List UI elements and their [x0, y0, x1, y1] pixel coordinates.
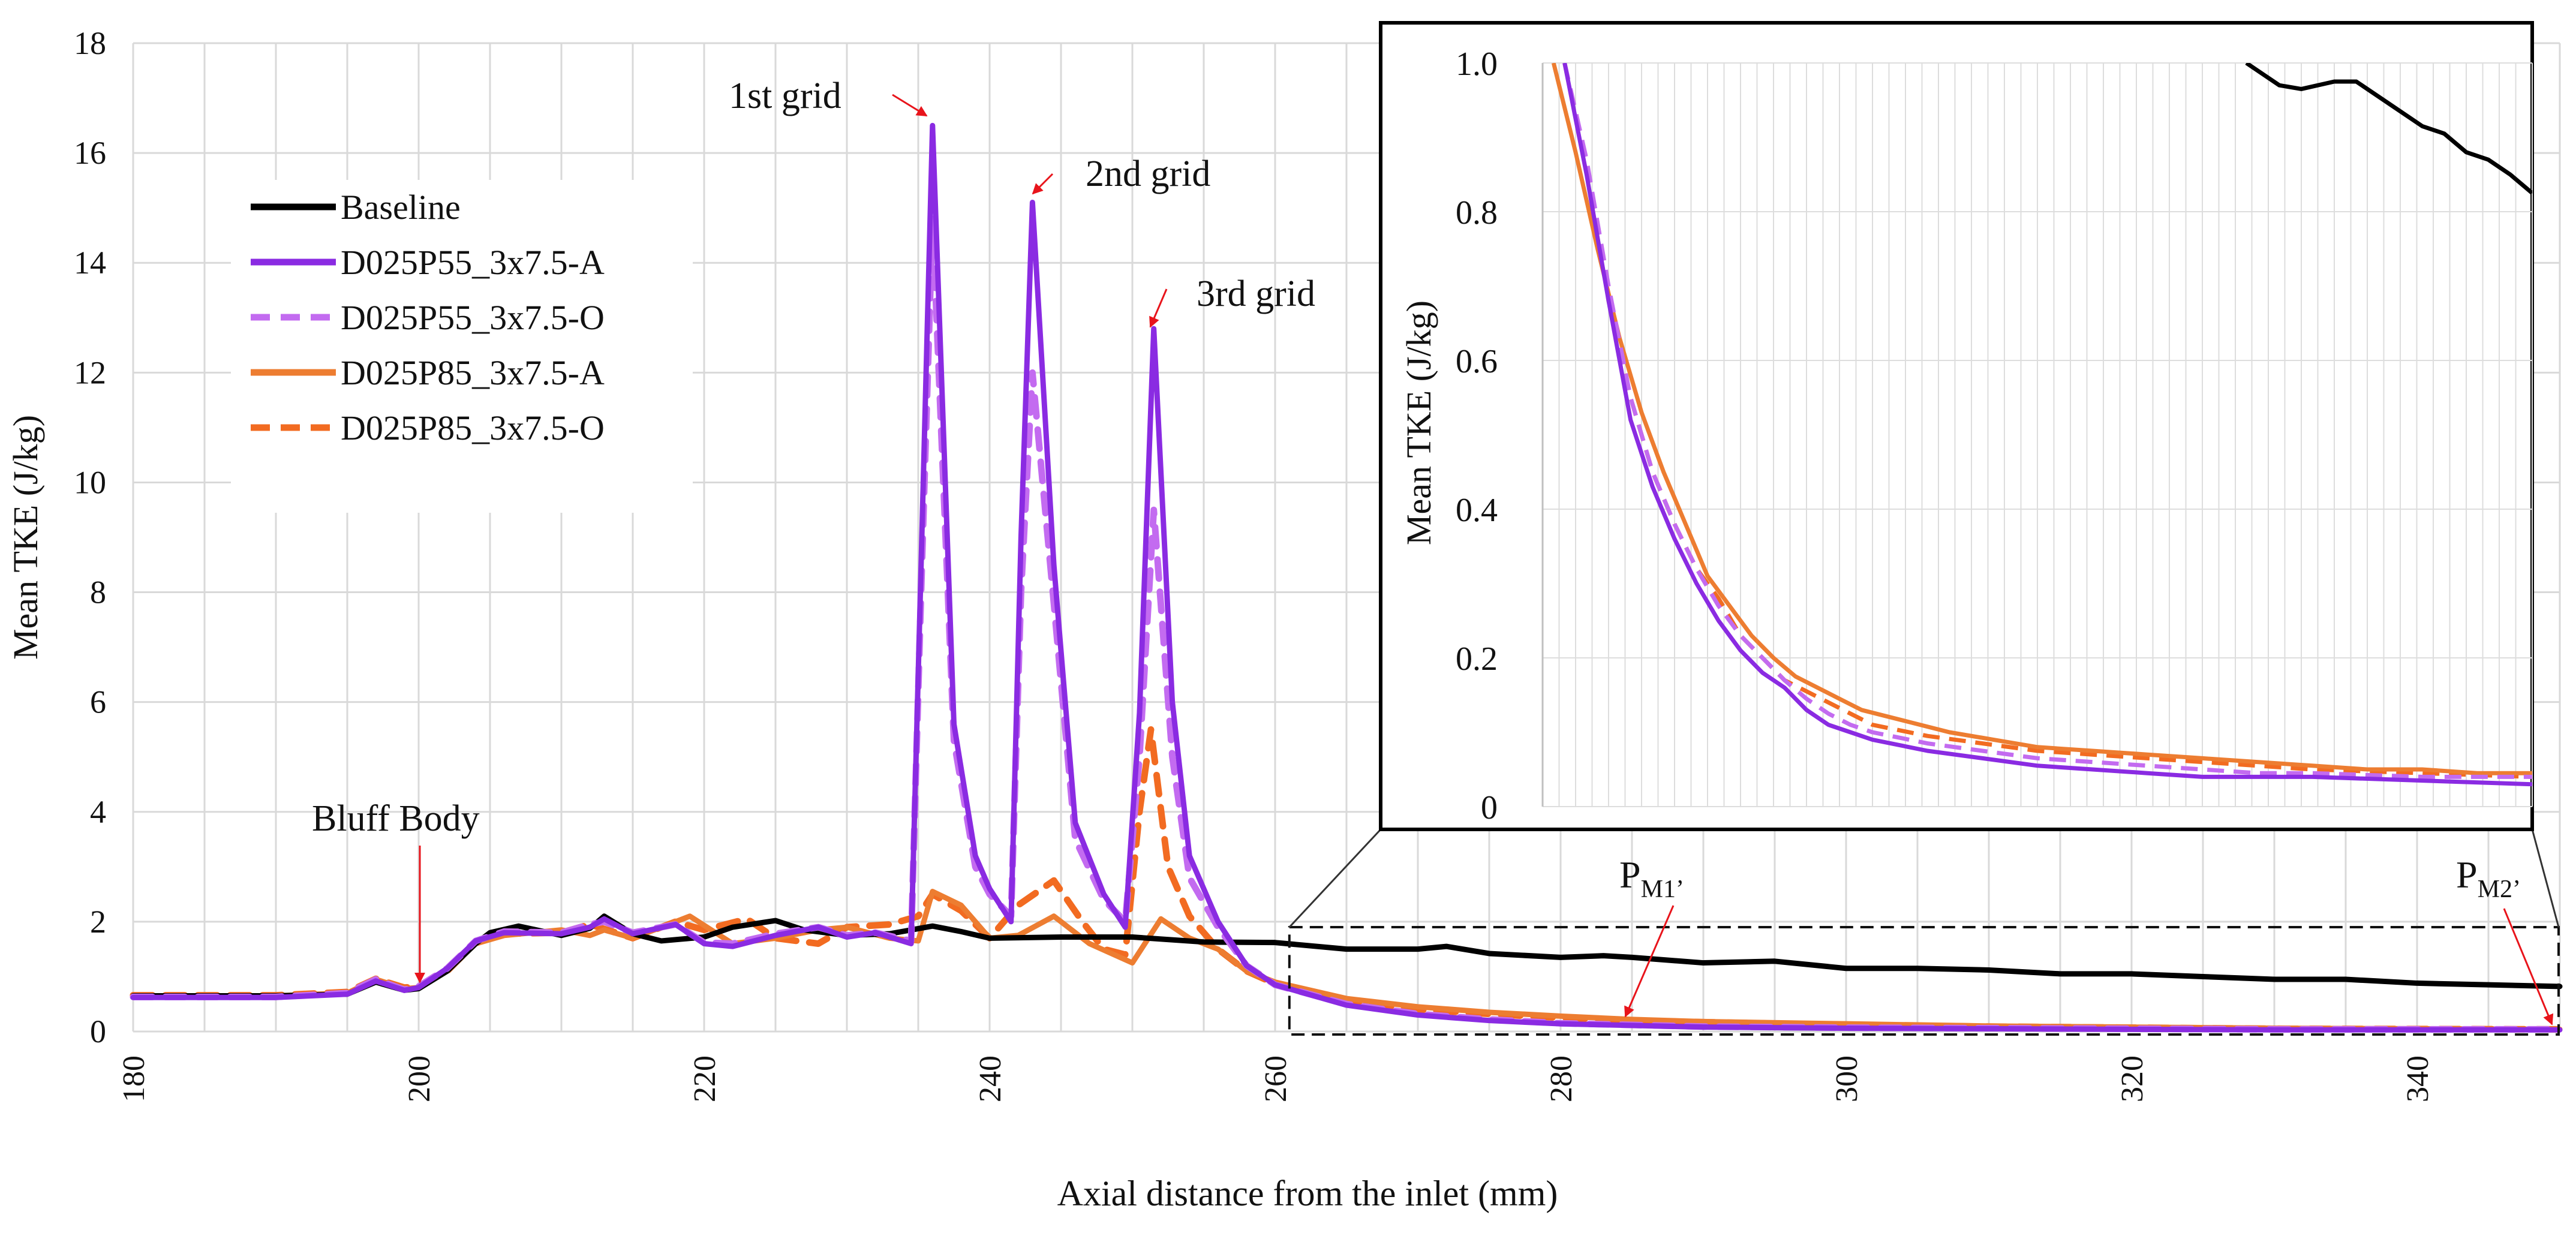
point-label-subscript: M1’ — [1641, 876, 1684, 903]
x-tick-label: 320 — [2115, 1055, 2150, 1102]
inset-y-axis-label: Mean TKE (J/kg) — [1399, 300, 1438, 545]
inset-y-tick-label: 0.4 — [1456, 492, 1498, 529]
inset-series-line-baseline — [2245, 63, 2532, 195]
inset-y-tick-label: 0.6 — [1456, 343, 1498, 380]
inset-series-line-d025p85-3x7-5-a — [1551, 63, 2532, 775]
x-axis-label: Axial distance from the inlet (mm) — [1057, 1174, 1558, 1213]
y-tick-label: 10 — [74, 464, 106, 500]
inset-y-tick-label: 0.8 — [1456, 194, 1498, 231]
zoom-connector-left — [1288, 828, 1382, 928]
inset-series-line-d025p85-3x7-5-o — [1562, 63, 2532, 779]
y-tick-label: 18 — [74, 25, 106, 61]
point-label-pm1: PM1’ — [1619, 853, 1684, 903]
legend-label-d025p55-3x7-5-a: D025P55_3x7.5-A — [341, 243, 605, 282]
legend-label-d025p85-3x7-5-a: D025P85_3x7.5-A — [341, 353, 605, 392]
zoom-indicator — [1288, 828, 2560, 1036]
legend-label-d025p85-3x7-5-o: D025P85_3x7.5-O — [341, 408, 605, 447]
inset-y-tick-label: 1.0 — [1456, 46, 1498, 83]
series-line-d025p55-3x7-5-a — [130, 122, 2563, 1033]
y-tick-label: 8 — [90, 575, 106, 611]
x-tick-label: 220 — [688, 1055, 722, 1102]
point-label-subscript: M2’ — [2478, 876, 2521, 903]
legend-label-d025p55-3x7-5-o: D025P55_3x7.5-O — [341, 298, 605, 337]
legend: Baseline D025P55_3x7.5-A D025P55_3x7.5-O D0… — [231, 180, 693, 513]
x-tick-label: 240 — [973, 1055, 1008, 1102]
x-tick-label: 180 — [117, 1055, 151, 1102]
annotation-2nd-grid: 2nd grid — [1086, 154, 1210, 194]
inset-series-line-d025p55-3x7-5-a — [1562, 63, 2532, 787]
annotation-3rd-grid: 3rd grid — [1197, 273, 1315, 314]
y-tick-label: 0 — [90, 1014, 106, 1049]
x-tick-label: 280 — [1544, 1055, 1579, 1102]
inset-series-group — [1551, 63, 2532, 787]
main-series-group — [130, 122, 2563, 1033]
inset-series-line-d025p55-3x7-5-o — [1562, 63, 2532, 779]
y-tick-label: 14 — [74, 245, 106, 281]
x-tick-label: 300 — [1830, 1055, 1864, 1102]
zoom-connector-right — [2531, 829, 2560, 928]
inset-y-tick-label: 0.2 — [1456, 640, 1498, 678]
inset-y-tick-label: 0 — [1481, 789, 1498, 826]
legend-background — [231, 180, 693, 513]
annotation-arrow — [1032, 173, 1054, 195]
legend-label-baseline: Baseline — [341, 188, 461, 227]
y-axis-label: Mean TKE (J/kg) — [6, 415, 45, 660]
point-label-arrow — [2503, 908, 2554, 1026]
annotation-arrow — [892, 94, 928, 117]
zoom-region-box — [1288, 926, 2560, 1036]
annotation-arrow — [1149, 288, 1168, 328]
annotation-bluff-body: Bluff Body — [312, 798, 480, 839]
inset-frame — [1379, 21, 2534, 831]
y-tick-label: 12 — [74, 354, 106, 390]
x-tick-label: 200 — [402, 1055, 437, 1102]
point-label-arrow — [1624, 905, 1675, 1018]
y-tick-label: 6 — [90, 684, 106, 720]
x-tick-label: 260 — [1259, 1055, 1293, 1102]
main-axes: 180 200 220 240 260 280 300 320 3400246810121416… — [6, 25, 2435, 1102]
x-tick-label: 340 — [2401, 1055, 2435, 1102]
y-tick-label: 2 — [90, 904, 106, 940]
inset-chart: 0 0.2 0.4 0.6 0.8 1.0 Mean TKE (J/kg) — [1379, 21, 2534, 831]
y-tick-label: 16 — [74, 135, 106, 171]
y-tick-label: 4 — [90, 794, 106, 830]
annotation-1st-grid: 1st grid — [729, 76, 841, 116]
